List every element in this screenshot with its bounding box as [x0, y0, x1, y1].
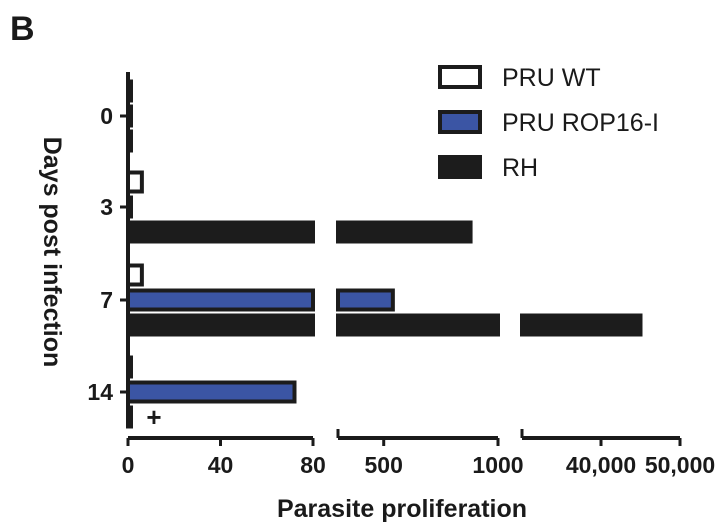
x-tick-label-80: 80	[300, 452, 326, 478]
legend-label-pru-rop16-i: PRU ROP16-I	[502, 109, 659, 137]
y-tick-label-14: 14	[87, 379, 113, 405]
x-tick-label-0: 0	[122, 452, 135, 478]
x-tick-label-40-000: 40,000	[566, 452, 636, 478]
legend: PRU WT PRU ROP16-I RH	[438, 64, 659, 182]
legend-label-pru-wt: PRU WT	[502, 64, 601, 92]
annotations-layer: +	[146, 402, 161, 432]
bar-pru-rop16-i-day-14	[126, 380, 297, 404]
legend-label-rh: RH	[502, 154, 538, 182]
legend-swatch-pru-rop16-i	[438, 110, 482, 134]
panel-label: B	[10, 10, 35, 48]
x-tick-label-1000: 1000	[472, 452, 523, 478]
bar-pru-rop16-i-day-7-part2	[336, 288, 395, 312]
x-axis: 0 40 80 500 1000 40,000 50,000	[122, 429, 715, 478]
bar-pru-wt-day-7	[126, 263, 144, 287]
bar-pru-rop16-i-day-7	[126, 288, 315, 312]
x-tick-label-40: 40	[208, 452, 234, 478]
bar-rh-day-7	[126, 313, 315, 337]
annotation-plus: +	[146, 402, 161, 432]
legend-swatch-rh	[438, 155, 482, 179]
legend-swatch-pru-wt	[438, 65, 482, 89]
bar-rh-day-7-part2	[336, 313, 500, 337]
y-axis: 0 3 7 14	[87, 72, 130, 428]
x-tick-label-50-000: 50,000	[645, 452, 715, 478]
bar-rh-day-3	[126, 220, 315, 244]
bar-rh-day-7-part3	[520, 313, 643, 337]
bar-pru-wt-day-3	[126, 170, 144, 194]
x-axis-title: Parasite proliferation	[277, 495, 527, 523]
bar-rh-day-3-part2	[336, 220, 473, 244]
y-axis-title: Days post infection	[38, 137, 66, 368]
y-tick-label-3: 3	[100, 194, 113, 220]
x-tick-label-500: 500	[365, 452, 403, 478]
y-tick-label-0: 0	[100, 103, 113, 129]
y-tick-label-7: 7	[100, 287, 113, 313]
